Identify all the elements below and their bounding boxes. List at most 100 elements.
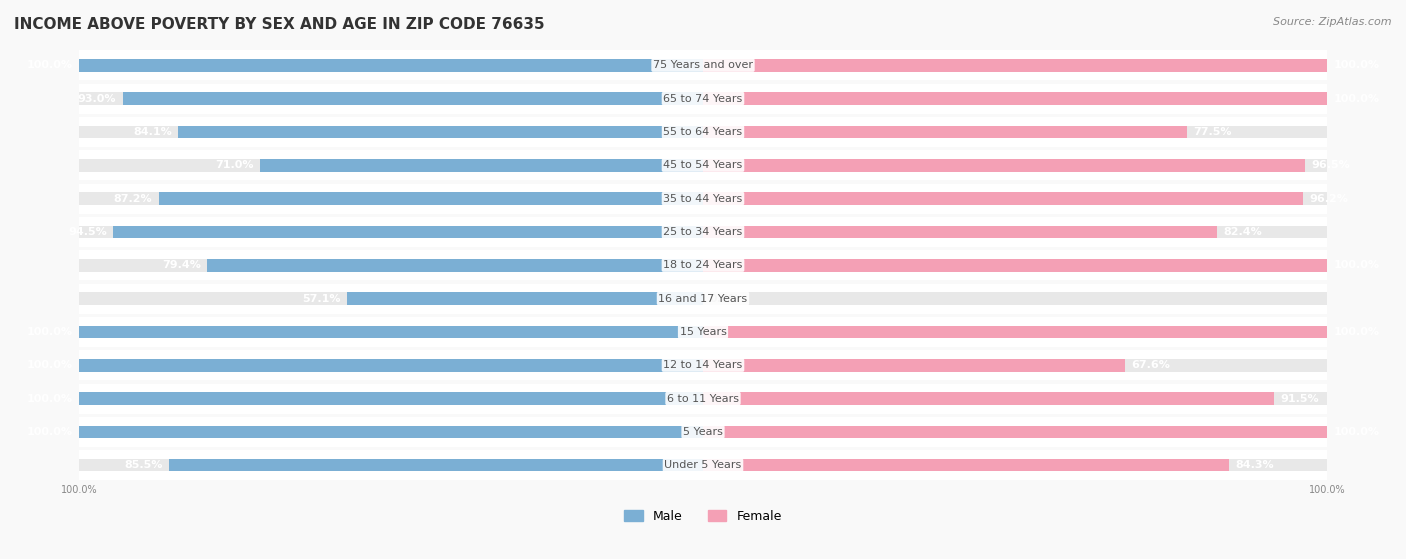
Bar: [79, 217, 1327, 247]
Bar: [703, 225, 1218, 238]
Bar: [122, 92, 703, 105]
Bar: [703, 425, 1327, 438]
Text: 93.0%: 93.0%: [77, 93, 117, 103]
Bar: [260, 159, 703, 172]
Bar: [79, 83, 1327, 113]
Bar: [703, 159, 1327, 172]
Text: 84.3%: 84.3%: [1236, 460, 1274, 470]
Bar: [79, 392, 703, 405]
Bar: [79, 259, 703, 272]
Bar: [79, 383, 1327, 414]
Text: 57.1%: 57.1%: [302, 293, 340, 304]
Bar: [703, 325, 1327, 338]
Text: 71.0%: 71.0%: [215, 160, 253, 170]
Bar: [79, 359, 703, 372]
Bar: [703, 92, 1327, 105]
Bar: [79, 450, 1327, 480]
Bar: [112, 225, 703, 238]
Text: 100.0%: 100.0%: [27, 427, 73, 437]
Text: 96.5%: 96.5%: [1312, 160, 1350, 170]
Text: Under 5 Years: Under 5 Years: [665, 460, 741, 470]
Text: 100.0%: 100.0%: [1333, 327, 1379, 337]
Bar: [79, 425, 703, 438]
Bar: [703, 92, 1327, 105]
Text: 6 to 11 Years: 6 to 11 Years: [666, 394, 740, 404]
Bar: [79, 359, 703, 372]
Text: 15 Years: 15 Years: [679, 327, 727, 337]
Text: 18 to 24 Years: 18 to 24 Years: [664, 260, 742, 270]
Bar: [703, 392, 1274, 405]
Bar: [703, 59, 1327, 72]
Bar: [79, 59, 703, 72]
Text: 100.0%: 100.0%: [1333, 93, 1379, 103]
Bar: [79, 459, 703, 471]
Text: 67.6%: 67.6%: [1132, 360, 1170, 370]
Bar: [703, 359, 1327, 372]
Bar: [79, 317, 1327, 347]
Text: 100.0%: 100.0%: [1333, 260, 1379, 270]
Bar: [703, 126, 1187, 138]
Text: 55 to 64 Years: 55 to 64 Years: [664, 127, 742, 137]
Bar: [703, 292, 1327, 305]
Text: 5 Years: 5 Years: [683, 427, 723, 437]
Bar: [79, 325, 703, 338]
Bar: [703, 192, 1303, 205]
Bar: [703, 459, 1229, 471]
Bar: [79, 250, 1327, 280]
Text: 82.4%: 82.4%: [1223, 227, 1263, 237]
Bar: [79, 350, 1327, 380]
Text: 75 Years and over: 75 Years and over: [652, 60, 754, 70]
Text: 96.2%: 96.2%: [1309, 193, 1348, 203]
Bar: [79, 50, 1327, 80]
Bar: [703, 425, 1327, 438]
Bar: [79, 117, 1327, 147]
Bar: [79, 425, 703, 438]
Bar: [159, 192, 703, 205]
Text: 0.0%: 0.0%: [709, 293, 740, 304]
Bar: [79, 392, 703, 405]
Text: Source: ZipAtlas.com: Source: ZipAtlas.com: [1274, 17, 1392, 27]
Text: 100.0%: 100.0%: [27, 327, 73, 337]
Bar: [79, 92, 703, 105]
Bar: [79, 325, 703, 338]
Text: 25 to 34 Years: 25 to 34 Years: [664, 227, 742, 237]
Bar: [703, 459, 1327, 471]
Bar: [703, 259, 1327, 272]
Text: INCOME ABOVE POVERTY BY SEX AND AGE IN ZIP CODE 76635: INCOME ABOVE POVERTY BY SEX AND AGE IN Z…: [14, 17, 544, 32]
Text: 85.5%: 85.5%: [125, 460, 163, 470]
Bar: [703, 225, 1327, 238]
Bar: [703, 159, 1305, 172]
Bar: [703, 59, 1327, 72]
Text: 100.0%: 100.0%: [1333, 427, 1379, 437]
Bar: [79, 225, 703, 238]
Text: 16 and 17 Years: 16 and 17 Years: [658, 293, 748, 304]
Bar: [703, 192, 1327, 205]
Bar: [703, 359, 1125, 372]
Text: 77.5%: 77.5%: [1192, 127, 1232, 137]
Text: 87.2%: 87.2%: [114, 193, 152, 203]
Text: 79.4%: 79.4%: [162, 260, 201, 270]
Bar: [79, 59, 703, 72]
Text: 91.5%: 91.5%: [1281, 394, 1319, 404]
Bar: [703, 392, 1327, 405]
Bar: [79, 292, 703, 305]
Bar: [703, 126, 1327, 138]
Bar: [79, 183, 1327, 214]
Text: 35 to 44 Years: 35 to 44 Years: [664, 193, 742, 203]
Bar: [79, 417, 1327, 447]
Text: 94.5%: 94.5%: [67, 227, 107, 237]
Bar: [79, 126, 703, 138]
Legend: Male, Female: Male, Female: [619, 505, 787, 528]
Bar: [169, 459, 703, 471]
Text: 12 to 14 Years: 12 to 14 Years: [664, 360, 742, 370]
Bar: [79, 283, 1327, 314]
Bar: [347, 292, 703, 305]
Bar: [208, 259, 703, 272]
Text: 65 to 74 Years: 65 to 74 Years: [664, 93, 742, 103]
Bar: [179, 126, 703, 138]
Text: 100.0%: 100.0%: [27, 60, 73, 70]
Bar: [703, 325, 1327, 338]
Text: 100.0%: 100.0%: [1333, 60, 1379, 70]
Text: 100.0%: 100.0%: [27, 394, 73, 404]
Bar: [703, 259, 1327, 272]
